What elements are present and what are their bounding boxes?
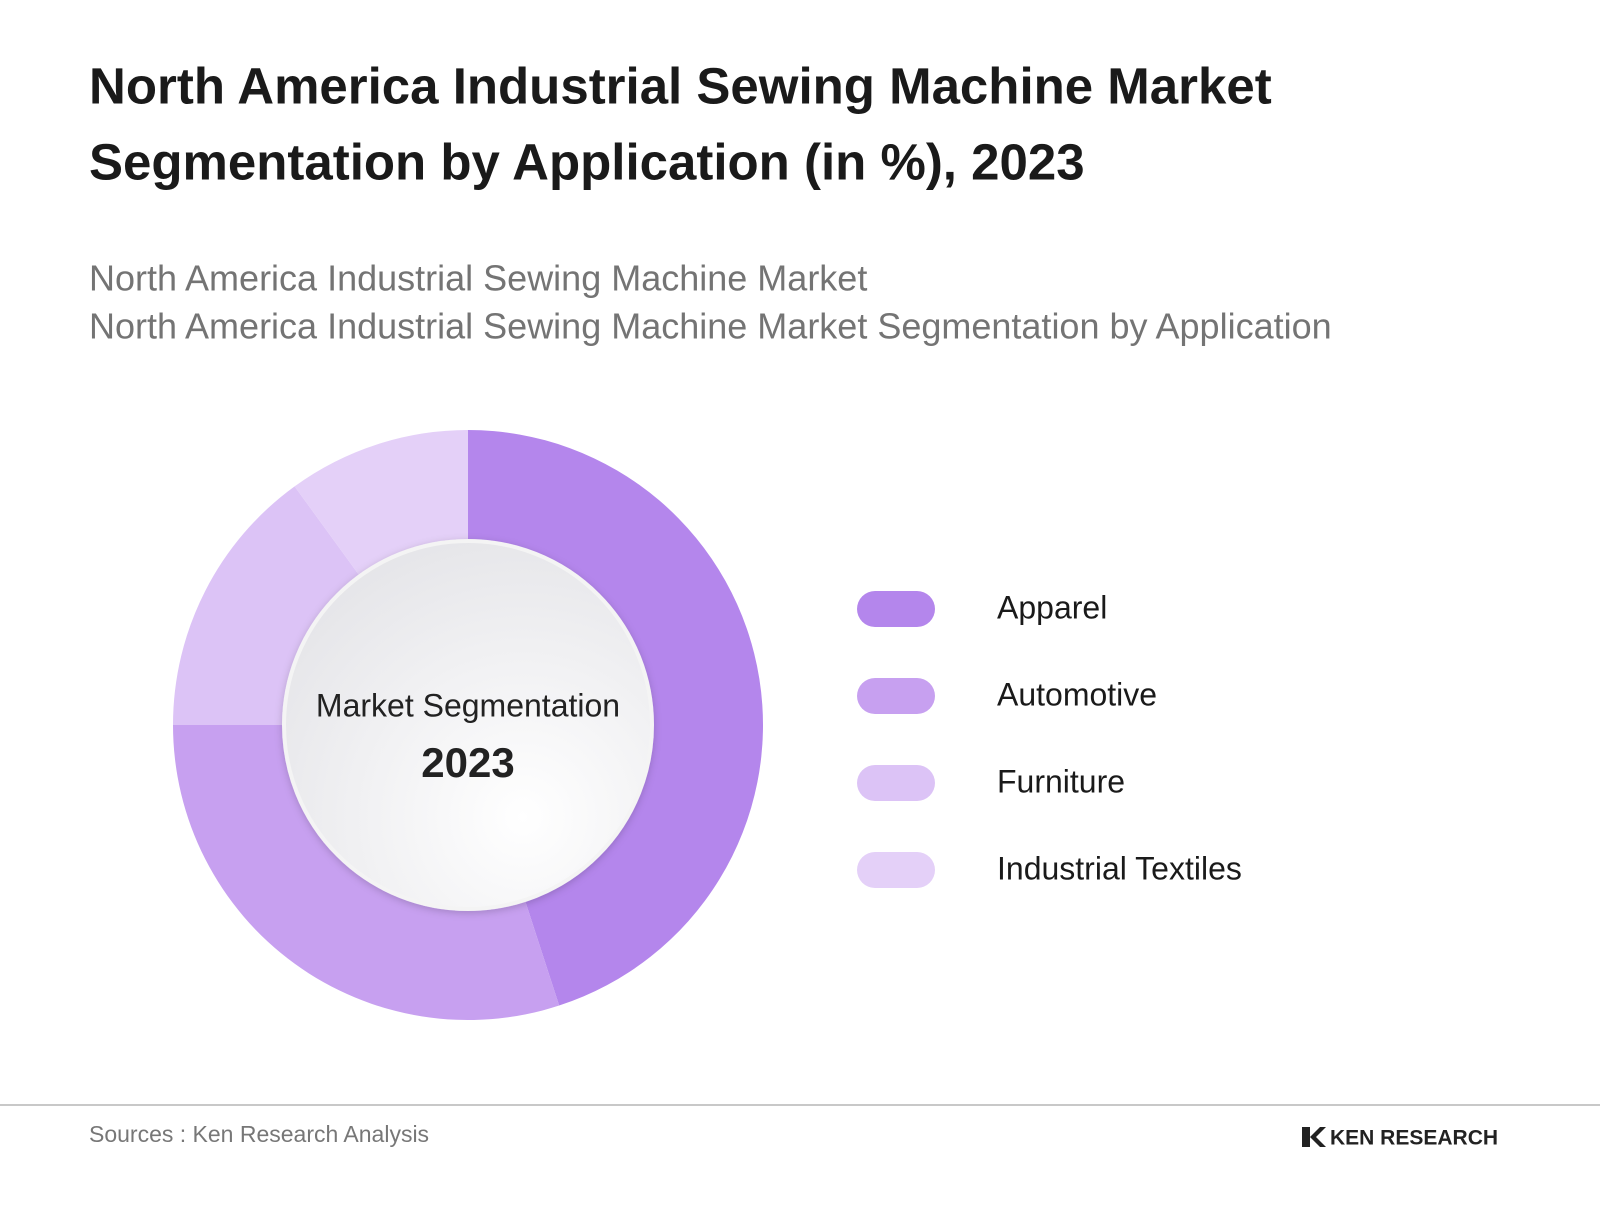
legend-swatch — [857, 852, 935, 888]
legend-label: Furniture — [997, 763, 1125, 799]
legend-swatch — [857, 591, 935, 627]
legend-swatch — [857, 765, 935, 801]
subtitle: North America Industrial Sewing Machine … — [89, 306, 1332, 347]
legend: Apparel Automotive Furniture Industrial Tex… — [857, 589, 1242, 888]
center-year: 2023 — [421, 739, 514, 786]
chart-title-line2: Segmentation by Application (in %), 2023 — [89, 133, 1085, 190]
legend-label: Industrial Textiles — [997, 850, 1242, 886]
logo: KEN RESEARCH — [1302, 1127, 1498, 1150]
subtitle: North America Industrial Sewing Machine … — [89, 258, 867, 299]
donut-center — [282, 539, 654, 911]
logo-text: KEN RESEARCH — [1330, 1127, 1498, 1150]
center-label: Market Segmentation — [316, 687, 620, 723]
legend-label: Apparel — [997, 589, 1107, 625]
legend-swatch — [857, 678, 935, 714]
chart-title-line1: North America Industrial Sewing Machine … — [89, 57, 1272, 114]
logo-icon — [1302, 1127, 1326, 1147]
legend-label: Automotive — [997, 676, 1157, 712]
source: Sources : Ken Research Analysis — [89, 1121, 429, 1147]
